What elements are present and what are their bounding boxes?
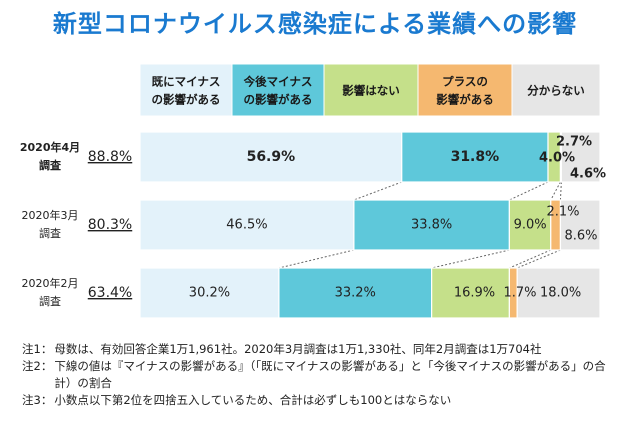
legend-label: の影響がある bbox=[152, 93, 221, 107]
bar-segment bbox=[431, 267, 510, 319]
data-label: 18.0% bbox=[540, 286, 581, 301]
category-label: 調査 bbox=[39, 158, 61, 172]
legend-label: 影響はない bbox=[342, 84, 400, 98]
note-label: 注2： bbox=[22, 359, 53, 373]
note-text: 母数は、有効回答企業1万1,961社。2020年3月調査は1万1,330社、同年… bbox=[54, 342, 542, 356]
data-label: 9.0% bbox=[514, 218, 547, 233]
note-label: 注3： bbox=[22, 393, 53, 407]
minus-impact-total: 63.4% bbox=[88, 285, 132, 301]
note-label: 注1： bbox=[22, 342, 53, 356]
data-label: 2.7% bbox=[556, 135, 592, 150]
data-label: 33.2% bbox=[335, 286, 376, 301]
minus-impact-total: 80.3% bbox=[88, 217, 132, 233]
category-label: 調査 bbox=[39, 294, 61, 308]
stacked-bar-chart: 既にマイナスの影響がある今後マイナスの影響がある影響はないプラスの影響がある分か… bbox=[20, 63, 606, 319]
bar-segment bbox=[353, 199, 510, 251]
connector-line bbox=[559, 181, 562, 201]
bar-segment bbox=[516, 267, 601, 319]
data-label: 56.9% bbox=[247, 149, 296, 165]
connector-line bbox=[353, 181, 402, 201]
notes: 注1： 母数は、有効回答企業1万1,961社。2020年3月調査は1万1,330… bbox=[22, 341, 622, 409]
bar-segment bbox=[139, 199, 355, 251]
data-label: 1.7% bbox=[503, 286, 536, 301]
data-label: 4.6% bbox=[570, 167, 606, 182]
legend-swatch bbox=[231, 63, 325, 117]
note-text: 下線の値は『マイナスの影響がある』（「既にマイナスの影響がある」と「今後マイナス… bbox=[54, 359, 606, 390]
category-label: 調査 bbox=[39, 226, 61, 240]
legend-swatch bbox=[417, 63, 513, 117]
legend-label: 今後マイナス bbox=[243, 75, 313, 89]
note-text: 小数点以下第2位を四捨五入しているため、合計は必ずしも100とはならない bbox=[54, 393, 452, 407]
connector-line bbox=[509, 181, 549, 201]
note-1: 注1： 母数は、有効回答企業1万1,961社。2020年3月調査は1万1,330… bbox=[22, 341, 622, 358]
legend-label: プラスの bbox=[442, 75, 488, 89]
legend-label: 既にマイナス bbox=[152, 75, 221, 89]
data-label: 46.5% bbox=[226, 218, 267, 233]
data-label: 30.2% bbox=[189, 286, 230, 301]
legend-label: 影響がある bbox=[436, 93, 494, 107]
data-label: 16.9% bbox=[454, 286, 495, 301]
legend-swatch bbox=[511, 63, 601, 117]
data-label: 4.0% bbox=[539, 151, 575, 166]
bar-segment bbox=[559, 199, 601, 251]
note-2: 注2： 下線の値は『マイナスの影響がある』（「既にマイナスの影響がある」と「今後… bbox=[22, 358, 622, 392]
connector-line bbox=[431, 249, 510, 269]
bar-segment bbox=[508, 199, 552, 251]
bar-segment bbox=[139, 131, 403, 183]
data-label: 33.8% bbox=[411, 218, 452, 233]
legend-swatch bbox=[139, 63, 233, 117]
legend-swatch bbox=[323, 63, 419, 117]
data-label: 8.6% bbox=[564, 229, 597, 244]
legend-label: の影響がある bbox=[244, 93, 313, 107]
bar-segment bbox=[139, 267, 280, 319]
minus-impact-total: 88.8% bbox=[88, 149, 132, 165]
category-label: 2020年3月 bbox=[22, 208, 79, 222]
chart-title: 新型コロナウイルス感染症による業績への影響 bbox=[52, 10, 578, 38]
connector-line bbox=[550, 181, 561, 201]
category-label: 2020年2月 bbox=[22, 276, 79, 290]
bar-segment bbox=[560, 131, 601, 183]
note-3: 注3： 小数点以下第2位を四捨五入しているため、合計は必ずしも100とはならない bbox=[22, 392, 622, 409]
bar-segment bbox=[401, 131, 549, 183]
data-label: 31.8% bbox=[451, 149, 500, 165]
category-label: 2020年4月 bbox=[20, 140, 80, 154]
connector-line bbox=[517, 249, 561, 269]
legend-label: 分からない bbox=[527, 84, 585, 98]
connector-line bbox=[278, 249, 355, 269]
connector-line bbox=[509, 249, 551, 269]
data-label: 2.1% bbox=[546, 205, 579, 220]
